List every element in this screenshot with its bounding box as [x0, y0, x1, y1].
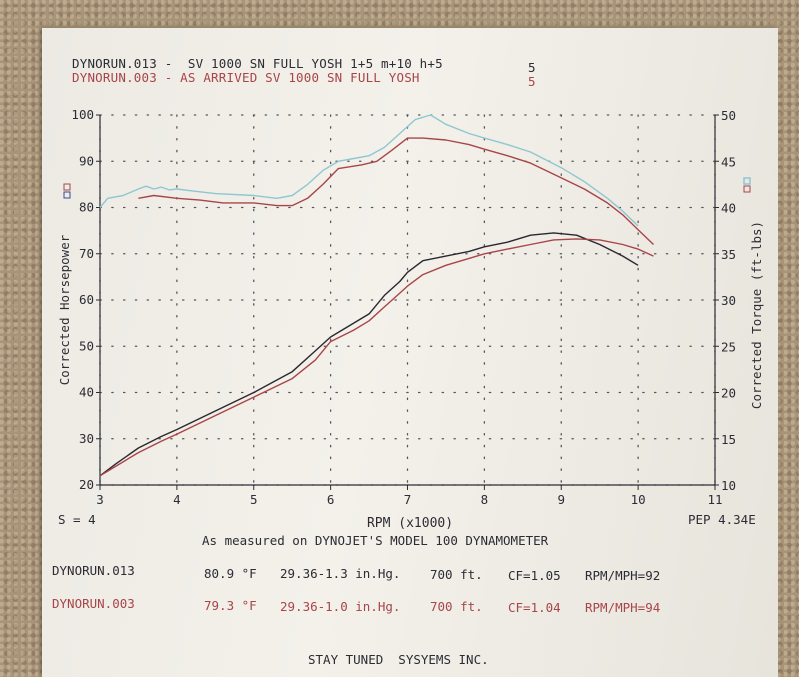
company-name: STAY TUNED SYSYEMS INC.	[308, 652, 489, 667]
chart-series	[99, 114, 654, 477]
y-tick-label: 100	[71, 107, 94, 122]
run-temperature: 79.3 °F	[204, 598, 257, 613]
left-legend-marker	[63, 183, 71, 199]
y2-tick-label: 45	[721, 154, 736, 169]
series-dynorun-003-horsepower	[99, 238, 654, 477]
run-temperature: 80.9 °F	[204, 566, 257, 581]
run-altitude: 700 ft.	[430, 599, 483, 614]
run-correction-factor: CF=1.04	[508, 600, 561, 615]
y-tick-label: 70	[79, 246, 94, 261]
run-correction-factor: CF=1.05	[508, 568, 561, 583]
dyno-sheet	[42, 28, 778, 677]
run1-header: DYNORUN.013 - SV 1000 SN FULL YOSH 1+5 m…	[72, 56, 443, 71]
run-altitude: 700 ft.	[430, 567, 483, 582]
y-tick-label: 60	[79, 292, 94, 307]
smoothing-label: S = 4	[58, 512, 96, 527]
y-tick-label: 20	[79, 477, 94, 492]
x-axis-label: RPM (x1000)	[367, 516, 453, 531]
run2-header-number: 5	[528, 74, 536, 89]
measured-note: As measured on DYNOJET'S MODEL 100 DYNAM…	[202, 533, 549, 548]
y2-tick-label: 10	[721, 478, 736, 493]
series-dynorun-003-torque	[138, 137, 654, 246]
run-rpm-mph: RPM/MPH=94	[585, 600, 661, 615]
y2-tick-label: 40	[721, 201, 736, 216]
x-tick-label: 4	[173, 492, 181, 507]
chart-ticks: 3 4 5 6 7 8 9 10 1120304050607080901001015202530…	[71, 107, 736, 507]
y2-tick-label: 25	[721, 339, 736, 354]
software-version: PEP 4.34E	[688, 512, 756, 527]
y-tick-label: 40	[79, 385, 94, 400]
y-tick-label: 30	[79, 431, 94, 446]
x-tick-label: 5	[250, 492, 258, 507]
y-tick-label: 90	[79, 153, 94, 168]
y2-tick-label: 30	[721, 293, 736, 308]
x-tick-label: 7	[404, 492, 412, 507]
x-tick-label: 9	[557, 492, 565, 507]
run2-header: DYNORUN.003 - AS ARRIVED SV 1000 SN FULL…	[72, 70, 420, 85]
run1-header-number: 5	[528, 60, 536, 75]
run-rpm-mph: RPM/MPH=92	[585, 568, 661, 583]
y2-tick-label: 35	[721, 247, 736, 262]
series-dynorun-013-horsepower	[99, 232, 639, 477]
y-tick-label: 50	[79, 338, 94, 353]
right-legend-marker	[743, 177, 751, 193]
y-tick-label: 80	[79, 200, 94, 215]
y2-axis-label: Corrected Torque (ft-lbs)	[749, 221, 764, 409]
series-dynorun-013-torque	[99, 114, 639, 227]
y-axis-label: Corrected Horsepower	[57, 234, 72, 385]
chart-grid	[99, 114, 716, 486]
run-name: DYNORUN.013	[52, 563, 135, 578]
x-tick-label: 6	[327, 492, 335, 507]
y2-tick-label: 15	[721, 432, 736, 447]
x-tick-label: 11	[707, 492, 722, 507]
run-name: DYNORUN.003	[52, 596, 135, 611]
x-tick-label: 10	[631, 492, 646, 507]
run-barometer: 29.36-1.0 in.Hg.	[280, 599, 401, 614]
y2-tick-label: 20	[721, 386, 736, 401]
run-barometer: 29.36-1.3 in.Hg.	[280, 566, 401, 581]
y2-tick-label: 50	[721, 108, 736, 123]
x-tick-label: 8	[481, 492, 489, 507]
x-tick-label: 3	[96, 492, 104, 507]
